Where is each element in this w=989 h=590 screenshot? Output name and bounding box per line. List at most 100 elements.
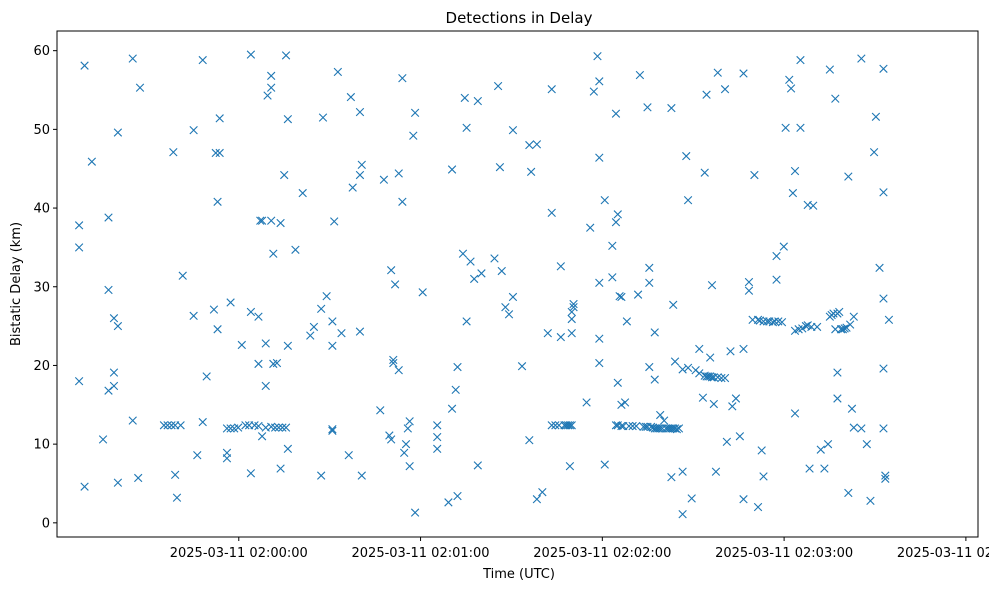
data-point-288 <box>772 275 781 284</box>
data-point-272 <box>739 344 748 354</box>
data-point-244 <box>683 363 693 372</box>
data-point-88 <box>316 304 326 313</box>
data-point-273 <box>739 69 748 78</box>
data-point-105 <box>376 406 385 415</box>
data-point-34 <box>202 372 211 381</box>
data-point-10 <box>109 314 119 323</box>
data-point-77 <box>280 170 289 180</box>
data-point-130 <box>447 165 457 174</box>
data-point-265 <box>720 373 730 383</box>
data-point-39 <box>215 114 224 123</box>
data-point-329 <box>844 172 853 181</box>
data-point-125 <box>418 288 427 297</box>
data-point-103 <box>357 160 366 169</box>
y-axis-label: Bistatic Delay (km) <box>9 222 24 346</box>
data-point-140 <box>469 274 479 284</box>
data-point-234 <box>669 300 678 310</box>
data-point-2 <box>74 376 84 386</box>
data-point-239 <box>678 365 687 374</box>
data-point-87 <box>316 471 326 480</box>
data-point-172 <box>567 421 576 430</box>
data-point-345 <box>879 64 888 73</box>
data-point-206 <box>632 421 641 431</box>
data-point-291 <box>777 317 787 327</box>
data-point-150 <box>508 292 518 302</box>
data-point-279 <box>753 315 763 324</box>
data-point-269 <box>728 402 737 411</box>
data-point-186 <box>595 358 604 368</box>
data-point-310 <box>812 322 822 332</box>
data-point-139 <box>466 257 475 266</box>
data-point-56 <box>254 312 263 321</box>
data-point-78 <box>281 51 291 60</box>
data-point-91 <box>328 317 337 326</box>
data-point-143 <box>477 269 486 278</box>
data-point-289 <box>772 251 781 261</box>
data-point-118 <box>401 439 411 449</box>
data-point-26 <box>172 493 182 502</box>
data-point-212 <box>643 103 652 112</box>
data-point-1 <box>74 243 84 252</box>
data-point-332 <box>849 312 858 321</box>
data-point-133 <box>453 362 462 372</box>
data-point-96 <box>337 328 346 338</box>
data-point-219 <box>650 375 659 384</box>
data-point-189 <box>608 273 617 282</box>
data-point-339 <box>871 112 881 121</box>
data-point-278 <box>750 170 759 180</box>
data-point-263 <box>713 68 722 77</box>
data-point-169 <box>563 421 573 430</box>
data-point-76 <box>278 423 287 432</box>
data-point-27 <box>176 421 185 430</box>
data-point-296 <box>788 188 798 198</box>
data-point-116 <box>398 197 407 206</box>
data-point-350 <box>328 425 337 434</box>
data-point-257 <box>707 280 717 290</box>
data-point-248 <box>695 369 704 378</box>
data-point-60 <box>257 432 267 441</box>
data-point-64 <box>263 91 272 100</box>
plot-frame <box>56 30 979 538</box>
data-point-11 <box>109 368 119 377</box>
data-point-52 <box>246 307 256 317</box>
data-point-260 <box>709 399 719 409</box>
data-point-35 <box>209 305 219 314</box>
data-point-128 <box>433 444 442 454</box>
data-point-71 <box>270 423 280 432</box>
data-point-83 <box>291 245 300 254</box>
data-point-157 <box>532 495 542 504</box>
data-point-33 <box>198 55 207 65</box>
data-point-106 <box>379 175 389 184</box>
data-point-281 <box>757 446 766 455</box>
data-point-6 <box>98 435 108 444</box>
data-point-346 <box>881 474 890 483</box>
data-point-276 <box>744 286 754 295</box>
data-point-256 <box>705 353 715 362</box>
data-point-331 <box>847 404 857 413</box>
data-point-142 <box>473 461 483 470</box>
data-point-108 <box>386 435 396 444</box>
data-point-261 <box>711 467 721 476</box>
data-point-194 <box>613 210 622 219</box>
data-point-38 <box>213 325 222 334</box>
data-point-245 <box>687 494 696 503</box>
data-point-67 <box>267 216 276 225</box>
x-tick-label-0: 2025-03-11 02:00:00 <box>170 546 308 561</box>
data-point-341 <box>879 294 888 303</box>
data-point-158 <box>538 487 547 497</box>
data-point-180 <box>589 87 599 96</box>
data-point-29 <box>189 125 198 135</box>
data-point-72 <box>272 358 282 368</box>
data-point-292 <box>779 242 788 251</box>
data-point-144 <box>490 254 499 263</box>
data-point-65 <box>267 71 276 81</box>
y-tick-label-0: 0 <box>42 516 50 531</box>
data-point-237 <box>672 425 682 434</box>
data-point-3 <box>80 61 89 70</box>
x-tick-label-2: 2025-03-11 02:02:00 <box>533 546 671 561</box>
data-point-235 <box>670 424 680 433</box>
data-point-45 <box>226 298 235 307</box>
data-point-153 <box>525 436 534 445</box>
data-point-55 <box>254 421 263 431</box>
x-tick-label-4: 2025-03-11 02:04:00 <box>897 546 989 561</box>
